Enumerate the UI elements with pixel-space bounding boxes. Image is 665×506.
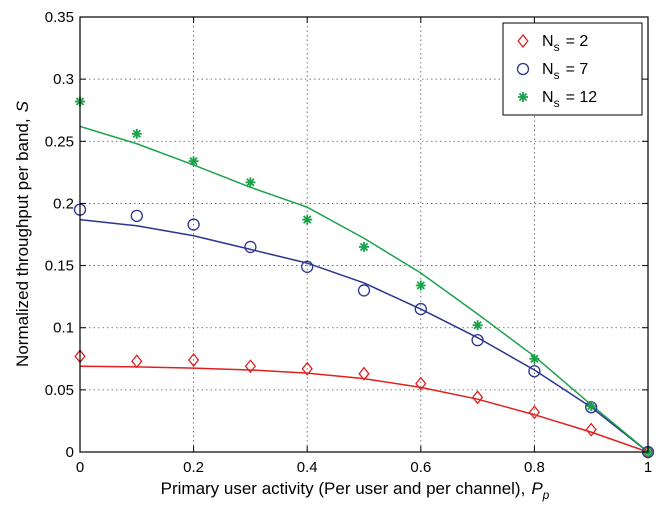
- data-point: [301, 361, 313, 376]
- legend-marker: [518, 92, 528, 102]
- data-point: [187, 218, 200, 231]
- data-point: [302, 214, 313, 225]
- x-tick-label: 0: [76, 459, 84, 476]
- y-tick-label: 0.1: [53, 320, 74, 337]
- data-point: [245, 177, 256, 188]
- data-point: [415, 376, 427, 391]
- x-axis-label: Primary user activity (Per user and per …: [161, 479, 550, 502]
- y-tick-label: 0.35: [45, 9, 74, 26]
- data-point: [357, 284, 371, 297]
- legend: Ns = 2 Ns = 7 Ns = 12: [502, 22, 643, 116]
- data-point: [528, 365, 541, 378]
- data-point: [244, 240, 257, 254]
- y-tick-label: 0.3: [53, 71, 74, 88]
- y-axis-label: Normalized throughput per band,S: [13, 100, 32, 367]
- legend-entry-label: Ns = 7: [542, 61, 588, 82]
- x-tick-label: 0.6: [410, 459, 431, 476]
- data-point: [529, 353, 540, 364]
- data-point: [471, 333, 484, 347]
- data-point: [131, 354, 143, 369]
- data-point: [472, 320, 483, 331]
- x-tick-label: 0.8: [524, 459, 545, 476]
- x-tick-label: 1: [644, 459, 652, 476]
- y-tick-label: 0.05: [45, 382, 74, 399]
- legend-entry-label: Ns = 2: [542, 33, 588, 54]
- data-point: [358, 366, 370, 381]
- y-tick-label: 0.25: [45, 133, 74, 150]
- data-point: [188, 156, 199, 167]
- x-tick-label: 0.2: [183, 459, 204, 476]
- data-point: [415, 280, 426, 291]
- data-point: [244, 359, 257, 374]
- y-tick-label: 0.2: [53, 195, 74, 212]
- series-curve: [79, 218, 649, 453]
- data-point: [586, 401, 597, 412]
- legend-marker: [516, 62, 530, 76]
- x-tick-label: 0.4: [297, 459, 318, 476]
- data-point: [585, 422, 597, 437]
- data-point: [187, 352, 200, 368]
- legend-entry-label: Ns = 12: [542, 89, 597, 110]
- data-point: [528, 405, 541, 420]
- legend-marker: [517, 33, 529, 49]
- data-point: [414, 302, 427, 316]
- y-tick-label: 0: [66, 444, 74, 461]
- data-point: [471, 390, 484, 405]
- axis-ticks: 0 0.2 0.4 0.6 0.8 1 0 0.05 0.1 0.15 0.2 0.25 0.3 0.35: [45, 9, 652, 476]
- data-point: [359, 241, 369, 252]
- series-curve: [79, 125, 649, 453]
- data-point: [130, 209, 143, 223]
- data-markers: [73, 96, 655, 460]
- plot-frame: [79, 16, 649, 453]
- data-point: [131, 128, 142, 139]
- data-point: [301, 260, 314, 273]
- y-tick-label: 0.15: [45, 258, 74, 275]
